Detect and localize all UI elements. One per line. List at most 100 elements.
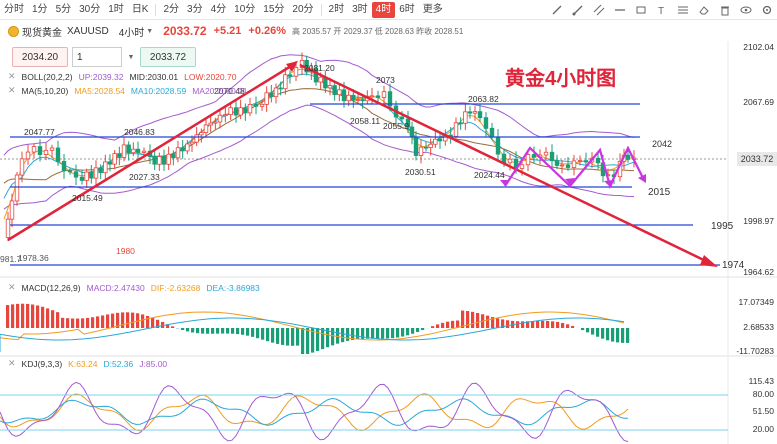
dea-value: DEA:-3.86983 [206, 282, 260, 293]
candle-body [467, 111, 473, 114]
macd-histogram-bar [106, 314, 110, 328]
timeframe-3[interactable]: 30分 [79, 3, 101, 15]
settings-icon[interactable] [761, 4, 773, 16]
timeframe-11[interactable]: 20分 [292, 3, 314, 15]
uptrend-line[interactable] [7, 61, 297, 242]
macd-histogram-bar [71, 318, 75, 328]
delete-icon[interactable] [719, 4, 731, 16]
timeframe-7[interactable]: 3分 [187, 3, 203, 15]
macd-value: MACD:2.47430 [86, 282, 145, 293]
timeframe-10[interactable]: 15分 [263, 3, 285, 15]
macd-histogram-bar [501, 319, 505, 328]
boll-legend: ✕ BOLL(20,2,2) UP:2039.32 MID:2030.01 LO… [8, 71, 236, 82]
timeframe-14[interactable]: 4时 [371, 1, 396, 18]
rectangle-icon[interactable] [635, 4, 647, 16]
macd-histogram-bar [181, 328, 185, 331]
macd-histogram-bar [31, 304, 35, 328]
macd-histogram-bar [186, 328, 190, 332]
hide-drawings-icon[interactable] [740, 4, 752, 16]
zigzag-arrowhead [565, 178, 575, 186]
candle-body [381, 91, 387, 98]
timeframe-2[interactable]: 5分 [55, 3, 72, 15]
macd-histogram-bar [476, 312, 480, 328]
timeframe-8[interactable]: 4分 [210, 3, 227, 15]
gold-coin-icon [8, 25, 19, 37]
timeframe-9[interactable]: 10分 [234, 3, 256, 15]
macd-histogram-bar [371, 328, 375, 339]
projection-zigzag[interactable] [504, 145, 645, 190]
quantity-dropdown-icon[interactable]: ▼ [127, 53, 135, 61]
candle-body [287, 74, 293, 77]
candle-body [141, 150, 147, 153]
zigzag-arrowhead [500, 180, 510, 186]
timeframe-16[interactable]: 更多 [422, 3, 443, 15]
macd-histogram-bar [391, 328, 395, 339]
candle-body [625, 154, 631, 160]
candle-body [89, 171, 94, 179]
candle-body [49, 147, 55, 151]
candle-body [37, 146, 43, 155]
candle-body [458, 122, 463, 125]
label-2015: 2015.49 [72, 193, 103, 203]
quantity-input[interactable]: 1 [72, 47, 122, 67]
ma-legend: ✕ MA(5,10,20) MA5:2028.54 MA10:2028.59 M… [8, 85, 248, 96]
candle-body [423, 146, 429, 149]
sell-price-button[interactable]: 2034.20 [12, 47, 68, 67]
dif-line [0, 311, 625, 350]
eraser-icon[interactable] [698, 4, 710, 16]
macd-histogram-bar [491, 317, 495, 328]
price-change: +5.21 [213, 25, 242, 37]
ray-line-icon[interactable] [572, 4, 584, 16]
timeframe-4[interactable]: 1时 [108, 3, 124, 15]
candle-body [299, 59, 305, 68]
fibonacci-icon[interactable] [677, 4, 689, 16]
candle-body [507, 158, 513, 164]
candle-body [375, 95, 381, 98]
macd-histogram-bar [571, 325, 575, 328]
label-1980: 1980 [116, 246, 135, 256]
horizontal-line-icon[interactable] [614, 4, 626, 16]
period-label[interactable]: 4小时 [118, 27, 145, 39]
parallel-line-icon[interactable] [593, 4, 605, 16]
j-line [0, 381, 629, 443]
close-icon[interactable]: ✕ [8, 85, 16, 95]
zigzag-arrowhead [604, 180, 614, 188]
macd-histogram-bar [276, 328, 280, 344]
macd-histogram-bar [626, 328, 630, 343]
downtrend-line[interactable] [299, 63, 713, 266]
timeframe-0[interactable]: 分时 [4, 3, 24, 15]
buy-price-button[interactable]: 2033.72 [140, 47, 196, 67]
candle-body [405, 118, 411, 128]
timeframe-6[interactable]: 2分 [163, 3, 180, 15]
macd-histogram-bar [286, 328, 290, 346]
macd-histogram-bar [166, 324, 170, 328]
candle-body [73, 171, 79, 178]
d-line [0, 397, 628, 426]
close-icon[interactable]: ✕ [8, 71, 16, 81]
timeframe-5[interactable]: 日K [131, 3, 149, 15]
candle-body [14, 174, 20, 202]
candle-body [477, 111, 483, 119]
axis-price-2102: 2102.04 [743, 42, 774, 52]
candle-body [577, 160, 583, 162]
candle-body [583, 160, 589, 163]
close-icon[interactable]: ✕ [8, 282, 16, 292]
candle-body [483, 117, 489, 129]
timeframe-12[interactable]: 2时 [328, 3, 345, 15]
draw-line-icon[interactable] [551, 4, 563, 16]
timeframe-1[interactable]: 1分 [32, 3, 48, 15]
timeframe-13[interactable]: 3时 [352, 3, 368, 15]
timeframe-15[interactable]: 6时 [399, 3, 415, 15]
macd-histogram-bar [241, 328, 245, 335]
label-2015-target: 2015 [648, 187, 671, 198]
macd-histogram-bar [606, 328, 610, 341]
period-dropdown-icon[interactable]: ▼ [146, 27, 154, 35]
label-1981: 981.7 [0, 254, 22, 264]
candle-body [565, 164, 571, 168]
macd-histogram-bar [306, 328, 310, 354]
macd-histogram-bar [516, 321, 520, 328]
close-icon[interactable]: ✕ [8, 358, 16, 368]
candle-body [418, 146, 424, 156]
text-tool-icon[interactable]: T [656, 4, 668, 16]
